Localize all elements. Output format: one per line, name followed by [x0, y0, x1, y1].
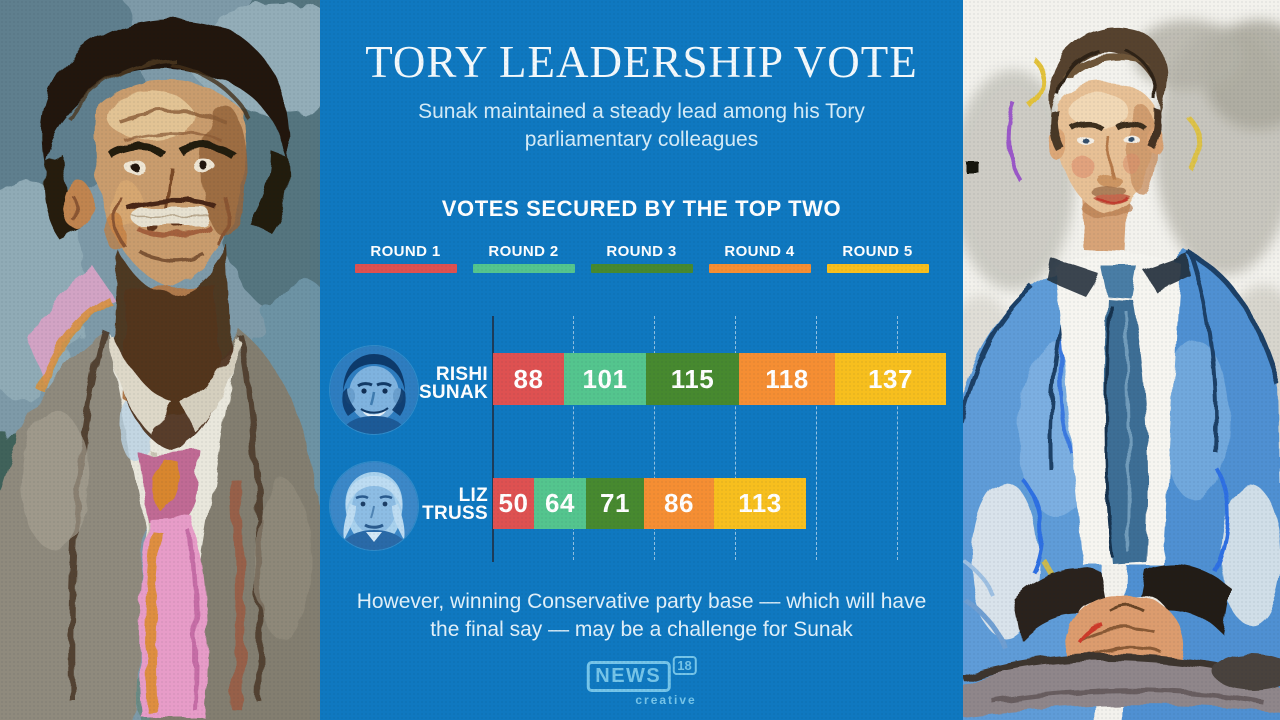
- chart-area: RISHI SUNAK 88 101 115 118 137 LIZ TRUSS 50 64 71 86…: [320, 316, 963, 562]
- chart-axis-line: [492, 316, 494, 562]
- logo-news-text: NEWS: [586, 661, 671, 692]
- bar-row: 50 64 71 86 113: [493, 478, 806, 529]
- legend: ROUND 1 ROUND 2 ROUND 3 ROUND 4 ROUND 5: [320, 243, 963, 273]
- legend-label: ROUND 1: [370, 243, 441, 260]
- rishi-sunak-avatar: [330, 346, 418, 434]
- legend-swatch: [590, 264, 693, 273]
- bar-segment: 101: [564, 353, 646, 405]
- liz-truss-avatar: [330, 462, 418, 550]
- bar-segment: 113: [714, 478, 806, 529]
- candidate-name: RISHI SUNAK: [418, 364, 488, 403]
- legend-label: ROUND 4: [724, 243, 795, 260]
- legend-swatch: [826, 264, 929, 273]
- logo-creative-text: creative: [635, 693, 697, 707]
- legend-item: ROUND 1: [354, 243, 457, 273]
- logo-18-badge: 18: [672, 656, 697, 675]
- right-portrait-painting-rishi-sunak: [963, 0, 1280, 720]
- bar-segment: 71: [586, 478, 644, 529]
- gridline: [897, 316, 898, 560]
- legend-label: ROUND 2: [488, 243, 559, 260]
- legend-item: ROUND 4: [708, 243, 811, 273]
- bar-segment: 86: [644, 478, 714, 529]
- page-title: TORY LEADERSHIP VOTE: [365, 37, 918, 87]
- candidate-name: LIZ TRUSS: [422, 485, 488, 524]
- left-portrait-illustration: [0, 0, 320, 720]
- gridline: [654, 316, 655, 560]
- legend-swatch: [708, 264, 811, 273]
- bar-segment: 64: [534, 478, 586, 529]
- gridline: [816, 316, 817, 560]
- bar-segment: 118: [739, 353, 835, 405]
- logo-row: NEWS 18: [586, 656, 697, 692]
- legend-swatch: [472, 264, 575, 273]
- page-subtitle: Sunak maintained a steady lead among his…: [418, 100, 865, 151]
- bar-segment: 137: [835, 353, 946, 405]
- bar-row: 88 101 115 118 137: [493, 353, 946, 405]
- legend-label: ROUND 3: [606, 243, 677, 260]
- bar-segment: 115: [646, 353, 739, 405]
- info-panel: TORY LEADERSHIP VOTE Sunak maintained a …: [320, 0, 963, 720]
- legend-swatch: [354, 264, 457, 273]
- bar-segment: 88: [493, 353, 564, 405]
- footnote: However, winning Conservative party base…: [356, 590, 927, 642]
- news18-creative-logo: NEWS 18 creative: [586, 656, 697, 707]
- bar-segment: 50: [493, 478, 534, 529]
- gridline: [573, 316, 574, 560]
- gridline: [735, 316, 736, 560]
- chart-title: VOTES SECURED BY THE TOP TWO: [441, 196, 842, 221]
- legend-label: ROUND 5: [842, 243, 913, 260]
- legend-item: ROUND 5: [826, 243, 929, 273]
- legend-item: ROUND 2: [472, 243, 575, 273]
- legend-item: ROUND 3: [590, 243, 693, 273]
- right-portrait-illustration: [963, 0, 1280, 720]
- left-portrait-painting-rishi-sunak: [0, 0, 320, 720]
